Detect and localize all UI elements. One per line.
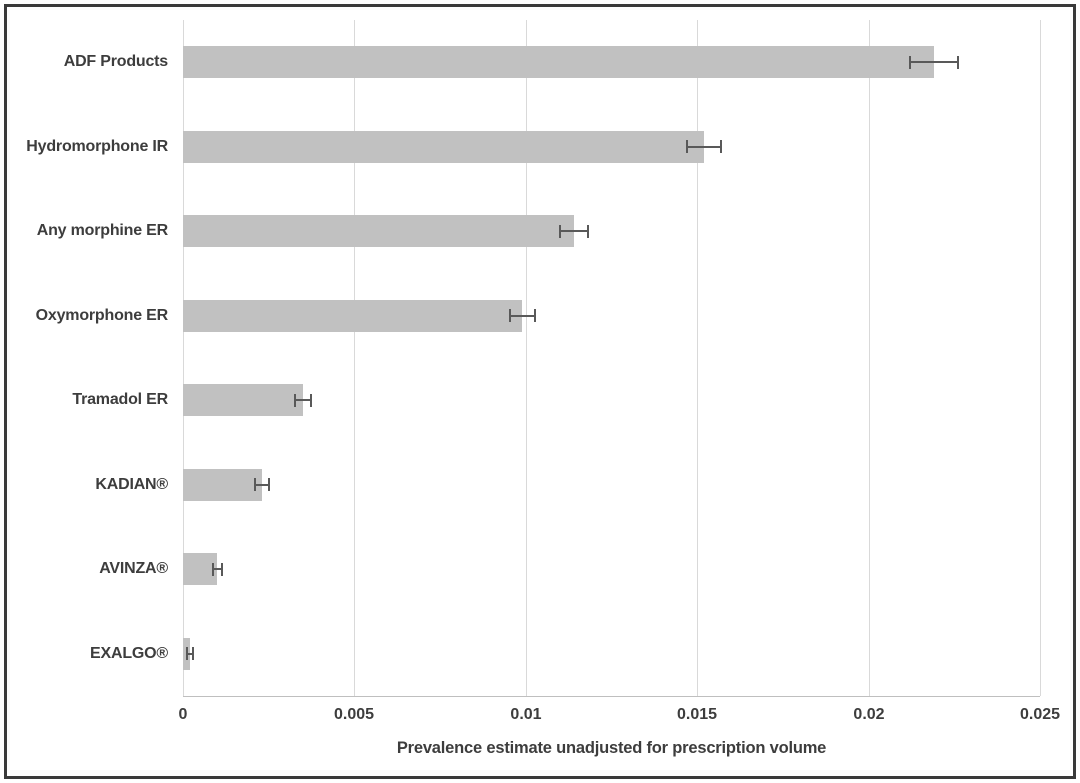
- error-bar-kadian: [255, 484, 269, 486]
- bar-avinza: [183, 553, 217, 585]
- x-tick-label-0.005: 0.005: [333, 706, 375, 723]
- gridline-x-0.025: [1040, 20, 1041, 696]
- gridline-x-0.005: [354, 20, 355, 696]
- error-bar-cap-right-any-morphine-er: [587, 225, 589, 238]
- gridline-x-0.02: [869, 20, 870, 696]
- error-bar-cap-right-hydromorphone-ir: [720, 140, 722, 153]
- x-axis-title: Prevalence estimate unadjusted for presc…: [396, 739, 827, 757]
- error-bar-cap-left-adf-products: [909, 56, 911, 69]
- error-bar-tramadol-er: [295, 399, 311, 401]
- error-bar-adf-products: [910, 61, 958, 63]
- x-tick-label-0.025: 0.025: [1019, 706, 1061, 723]
- error-bar-hydromorphone-ir: [687, 146, 721, 148]
- error-bar-cap-right-exalgo: [192, 647, 194, 660]
- error-bar-cap-left-hydromorphone-ir: [686, 140, 688, 153]
- bar-any-morphine-er: [183, 215, 574, 247]
- bar-kadian: [183, 469, 262, 501]
- category-label-kadian: KADIAN®: [95, 476, 168, 493]
- error-bar-cap-left-oxymorphone-er: [509, 309, 511, 322]
- error-bar-cap-left-tramadol-er: [294, 394, 296, 407]
- error-bar-cap-right-avinza: [221, 563, 223, 576]
- bar-tramadol-er: [183, 384, 303, 416]
- x-tick-label-0: 0: [178, 706, 188, 723]
- category-label-tramadol-er: Tramadol ER: [72, 391, 168, 408]
- x-tick-label-0.01: 0.01: [510, 706, 542, 723]
- error-bar-cap-left-exalgo: [186, 647, 188, 660]
- bar-adf-products: [183, 46, 934, 78]
- gridline-x-0.01: [526, 20, 527, 696]
- x-tick-label-0.02: 0.02: [853, 706, 885, 723]
- error-bar-oxymorphone-er: [510, 315, 535, 317]
- error-bar-cap-left-any-morphine-er: [559, 225, 561, 238]
- error-bar-avinza: [213, 568, 222, 570]
- category-label-exalgo: EXALGO®: [90, 645, 168, 662]
- gridline-x-0.015: [697, 20, 698, 696]
- bar-hydromorphone-ir: [183, 131, 704, 163]
- category-label-avinza: AVINZA®: [99, 560, 168, 577]
- error-bar-cap-left-kadian: [254, 478, 256, 491]
- category-label-oxymorphone-er: Oxymorphone ER: [35, 307, 169, 324]
- bar-oxymorphone-er: [183, 300, 522, 332]
- category-label-any-morphine-er: Any morphine ER: [36, 222, 168, 239]
- error-bar-exalgo: [187, 653, 192, 655]
- plot-area: [183, 20, 1041, 697]
- error-bar-cap-right-kadian: [268, 478, 270, 491]
- gridline-x-0: [183, 20, 184, 696]
- error-bar-cap-right-tramadol-er: [310, 394, 312, 407]
- error-bar-cap-right-oxymorphone-er: [534, 309, 536, 322]
- error-bar-any-morphine-er: [560, 230, 587, 232]
- category-label-hydromorphone-ir: Hydromorphone IR: [26, 138, 168, 155]
- x-tick-label-0.015: 0.015: [676, 706, 718, 723]
- error-bar-cap-right-adf-products: [957, 56, 959, 69]
- category-label-adf-products: ADF Products: [63, 53, 168, 70]
- error-bar-cap-left-avinza: [212, 563, 214, 576]
